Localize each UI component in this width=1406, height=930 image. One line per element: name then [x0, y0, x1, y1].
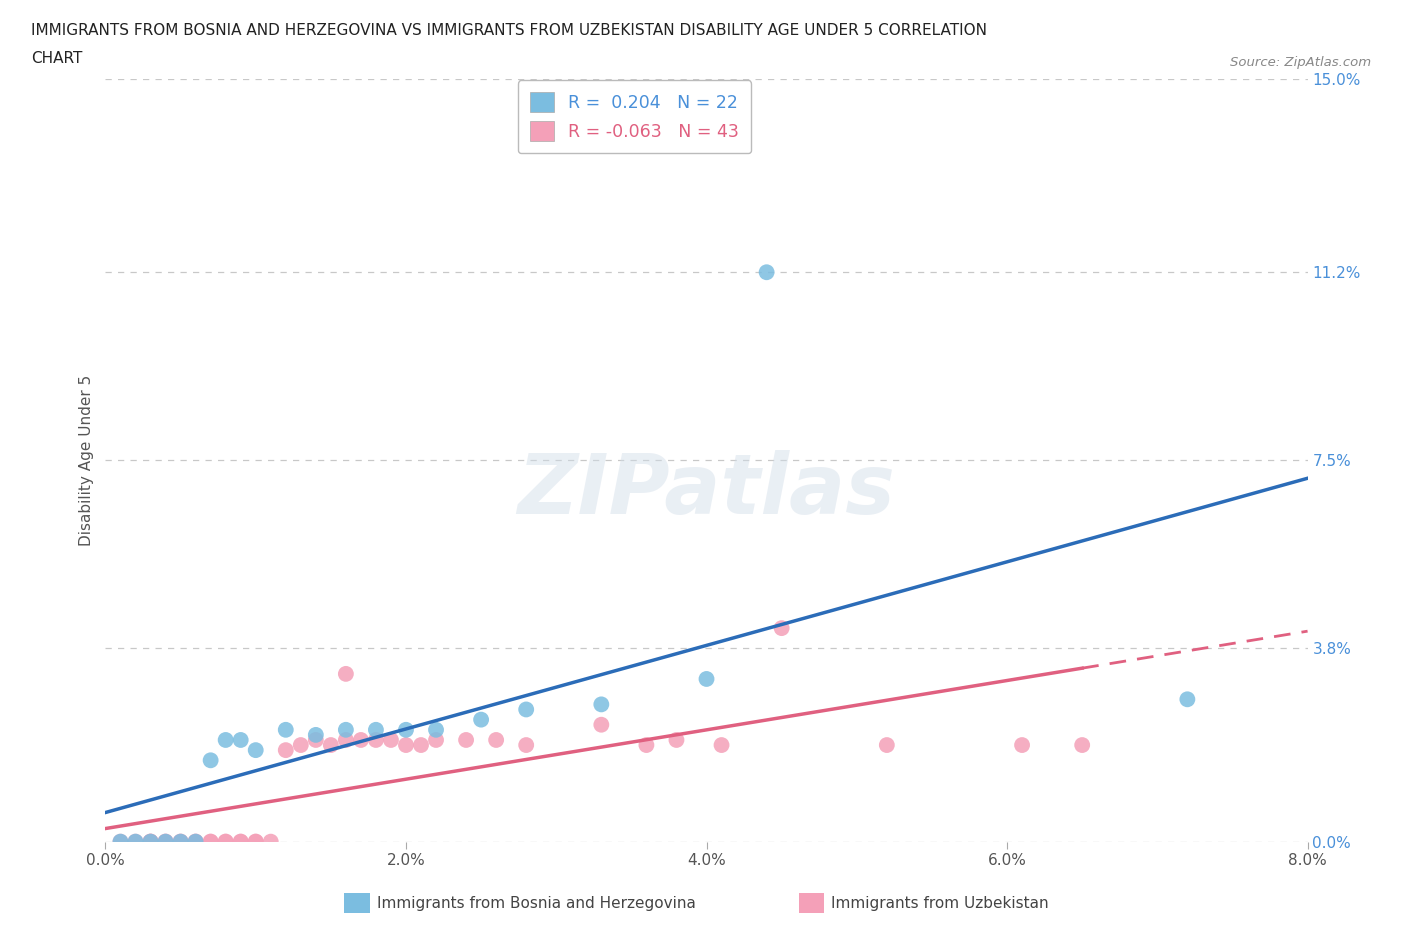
- Point: [335, 667, 357, 682]
- Point: [395, 723, 418, 737]
- Text: ZIPatlas: ZIPatlas: [517, 450, 896, 531]
- Point: [305, 733, 328, 748]
- Point: [169, 834, 191, 849]
- Point: [1071, 737, 1094, 752]
- Point: [139, 834, 162, 849]
- Point: [380, 733, 402, 748]
- Text: IMMIGRANTS FROM BOSNIA AND HERZEGOVINA VS IMMIGRANTS FROM UZBEKISTAN DISABILITY : IMMIGRANTS FROM BOSNIA AND HERZEGOVINA V…: [31, 23, 987, 38]
- Point: [876, 737, 898, 752]
- Point: [485, 733, 508, 748]
- Point: [395, 737, 418, 752]
- Y-axis label: Disability Age Under 5: Disability Age Under 5: [79, 375, 94, 546]
- Point: [1011, 737, 1033, 752]
- Point: [591, 697, 613, 711]
- Point: [770, 620, 793, 635]
- Point: [515, 737, 537, 752]
- Point: [335, 733, 357, 748]
- Text: Immigrants from Uzbekistan: Immigrants from Uzbekistan: [831, 896, 1049, 910]
- Point: [155, 834, 177, 849]
- Point: [139, 834, 162, 849]
- Point: [335, 723, 357, 737]
- Point: [755, 265, 778, 280]
- Point: [110, 834, 132, 849]
- Legend: R =  0.204   N = 22, R = -0.063   N = 43: R = 0.204 N = 22, R = -0.063 N = 43: [517, 80, 751, 153]
- Point: [454, 733, 477, 748]
- Point: [124, 834, 146, 849]
- Point: [591, 717, 613, 732]
- Point: [305, 727, 328, 742]
- Point: [409, 737, 432, 752]
- Point: [290, 737, 312, 752]
- Point: [665, 733, 688, 748]
- Point: [245, 743, 267, 758]
- Point: [139, 834, 162, 849]
- Point: [710, 737, 733, 752]
- Point: [636, 737, 658, 752]
- Point: [169, 834, 191, 849]
- Point: [155, 834, 177, 849]
- Text: CHART: CHART: [31, 51, 83, 66]
- Point: [425, 733, 447, 748]
- Text: Immigrants from Bosnia and Herzegovina: Immigrants from Bosnia and Herzegovina: [377, 896, 696, 910]
- Point: [110, 834, 132, 849]
- Point: [364, 723, 387, 737]
- Point: [214, 733, 236, 748]
- Point: [319, 737, 342, 752]
- Point: [274, 743, 297, 758]
- Point: [155, 834, 177, 849]
- Point: [364, 733, 387, 748]
- Point: [200, 834, 222, 849]
- Point: [229, 834, 252, 849]
- Point: [184, 834, 207, 849]
- Point: [274, 723, 297, 737]
- Point: [470, 712, 492, 727]
- Point: [200, 753, 222, 768]
- Point: [214, 834, 236, 849]
- Point: [245, 834, 267, 849]
- Text: Source: ZipAtlas.com: Source: ZipAtlas.com: [1230, 56, 1371, 69]
- Point: [696, 671, 718, 686]
- Point: [184, 834, 207, 849]
- Point: [229, 834, 252, 849]
- Point: [425, 723, 447, 737]
- Point: [229, 733, 252, 748]
- Point: [214, 834, 236, 849]
- Point: [350, 733, 373, 748]
- Point: [1175, 692, 1198, 707]
- Point: [184, 834, 207, 849]
- Point: [169, 834, 191, 849]
- Point: [245, 834, 267, 849]
- Point: [200, 834, 222, 849]
- Point: [139, 834, 162, 849]
- Point: [515, 702, 537, 717]
- Point: [260, 834, 283, 849]
- Point: [124, 834, 146, 849]
